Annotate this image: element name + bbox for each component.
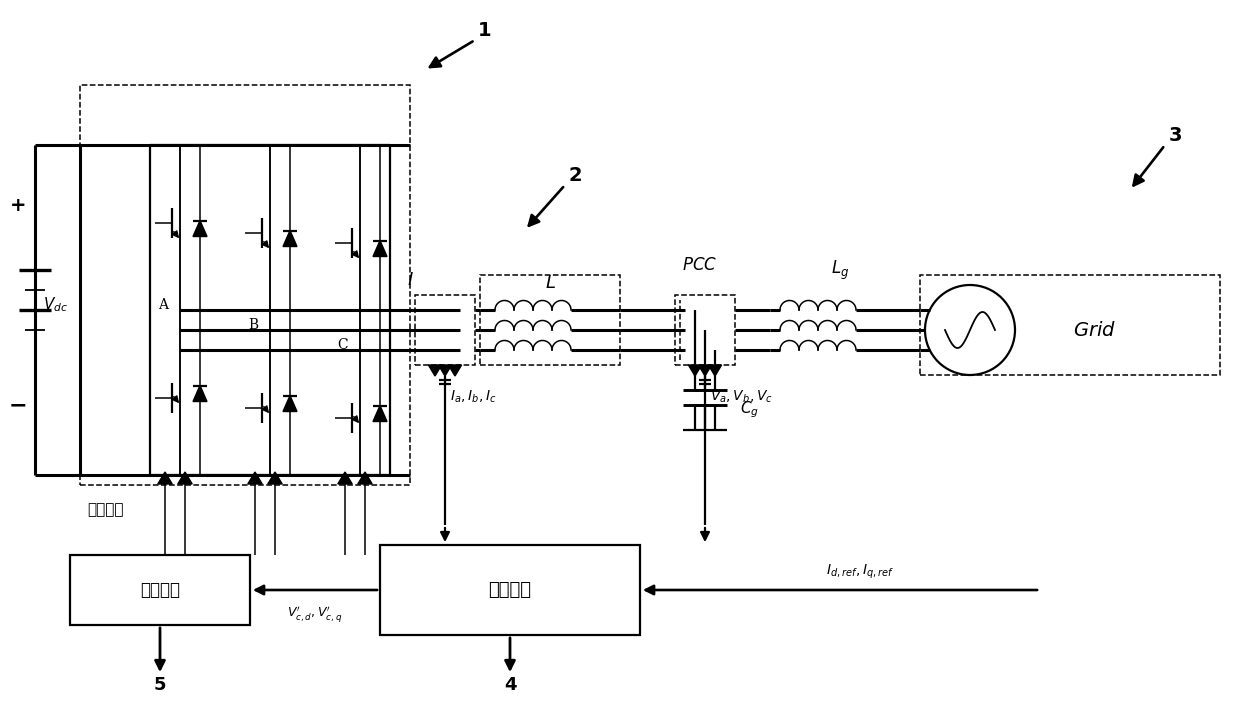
Text: $L$: $L$ (544, 274, 556, 292)
Circle shape (925, 285, 1016, 375)
Text: $Grid$: $Grid$ (1074, 320, 1116, 340)
Text: 3: 3 (1168, 126, 1182, 144)
Text: 4: 4 (503, 676, 516, 694)
Text: $PCC$: $PCC$ (682, 257, 718, 274)
Text: +: + (10, 195, 26, 214)
Bar (675, 295, 735, 365)
Polygon shape (193, 220, 207, 237)
Polygon shape (358, 472, 372, 484)
Text: 驱动信号: 驱动信号 (87, 503, 123, 518)
Text: B: B (248, 318, 258, 332)
Polygon shape (708, 365, 722, 376)
Polygon shape (440, 341, 456, 359)
Text: $I$: $I$ (407, 271, 413, 289)
Text: 2: 2 (568, 165, 582, 184)
Polygon shape (439, 365, 451, 376)
Text: 调制模块: 调制模块 (140, 581, 180, 599)
Polygon shape (688, 365, 702, 376)
Polygon shape (449, 365, 461, 376)
Text: $I_a,I_b,I_c$: $I_a,I_b,I_c$ (450, 389, 497, 405)
Polygon shape (337, 472, 352, 484)
Polygon shape (193, 385, 207, 402)
Polygon shape (440, 321, 456, 339)
Bar (480, 275, 620, 365)
Text: $V_{dc}$: $V_{dc}$ (42, 295, 67, 315)
Text: −: − (9, 395, 27, 415)
Text: 控制模块: 控制模块 (489, 581, 532, 599)
Polygon shape (428, 365, 441, 376)
Text: $V^{\prime}_{c,d},V^{\prime}_{c,q}$: $V^{\prime}_{c,d},V^{\prime}_{c,q}$ (288, 605, 342, 625)
Polygon shape (283, 230, 298, 247)
Bar (69, 555, 250, 625)
Polygon shape (268, 472, 283, 484)
Polygon shape (283, 395, 298, 412)
Polygon shape (373, 405, 387, 422)
Bar (379, 545, 640, 635)
Polygon shape (177, 472, 192, 484)
Polygon shape (440, 301, 456, 319)
Polygon shape (373, 240, 387, 257)
Text: $I_{d,ref},I_{q,ref}$: $I_{d,ref},I_{q,ref}$ (826, 563, 894, 581)
Polygon shape (248, 472, 262, 484)
Text: 5: 5 (154, 676, 166, 694)
Bar (81, 85, 410, 485)
Text: $C_g$: $C_g$ (740, 400, 759, 420)
Text: 1: 1 (479, 21, 492, 39)
Text: A: A (157, 298, 167, 312)
Bar (920, 275, 1220, 375)
Polygon shape (157, 472, 172, 484)
Text: $V_a,V_b,V_c$: $V_a,V_b,V_c$ (711, 389, 773, 405)
Text: C: C (337, 338, 348, 352)
Polygon shape (698, 365, 712, 376)
Bar (415, 295, 475, 365)
Text: $L_g$: $L_g$ (831, 258, 849, 282)
